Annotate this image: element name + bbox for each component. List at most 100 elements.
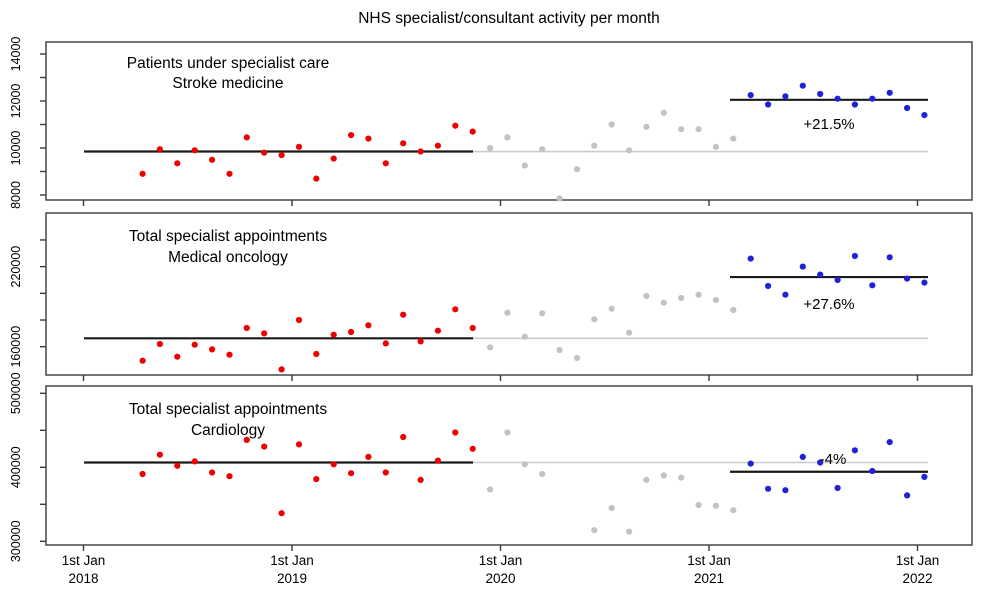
x-tick-label-line2: 2018	[68, 571, 98, 586]
data-point	[678, 126, 685, 133]
data-point	[799, 453, 806, 460]
x-tick-label-line2: 2021	[694, 571, 724, 586]
data-point	[626, 329, 633, 336]
data-point	[799, 82, 806, 89]
data-point	[643, 292, 650, 300]
data-point	[921, 112, 928, 119]
x-axis-labels: 1st Jan 2018 1st Jan 2019 1st Jan 2020 1st Jan…	[62, 553, 940, 586]
data-point	[591, 527, 598, 534]
data-point	[469, 128, 476, 135]
data-point	[452, 122, 459, 129]
series-post-covid-points	[747, 82, 928, 119]
data-point	[226, 473, 233, 480]
data-point	[469, 445, 476, 452]
data-point	[573, 354, 581, 362]
data-point	[643, 123, 650, 130]
series-pre-covid-points	[139, 122, 476, 182]
panel-cardiology: 300000 400000 500000 Total specialist appoi…	[9, 372, 973, 562]
series-covid-points	[487, 109, 737, 202]
panel-title-line1: Total specialist appointments	[129, 401, 327, 418]
data-point	[608, 305, 615, 312]
data-point	[295, 441, 303, 448]
data-point	[556, 195, 563, 202]
data-point	[469, 324, 476, 332]
y-tick-label: 8000	[9, 181, 23, 209]
data-point	[591, 316, 598, 323]
x-tick-label-line2: 2019	[277, 571, 307, 586]
data-point	[365, 453, 372, 460]
data-point	[747, 255, 754, 262]
y-tick-label: 400000	[9, 446, 23, 488]
data-point	[278, 152, 285, 159]
series-post-covid-points	[747, 439, 928, 499]
data-point	[156, 340, 163, 348]
data-point	[417, 476, 424, 483]
data-point	[712, 143, 720, 150]
data-point	[487, 144, 494, 152]
data-point	[434, 327, 441, 334]
data-point	[382, 469, 389, 476]
percent-change-label: +21.5%	[803, 116, 854, 133]
data-point	[365, 322, 372, 329]
data-point	[209, 346, 216, 353]
data-point	[191, 147, 198, 154]
data-point	[261, 149, 268, 156]
panel-title-line2: Medical oncology	[168, 249, 288, 266]
series-covid-points	[487, 429, 737, 535]
y-tick-label: 14000	[9, 37, 23, 72]
data-point	[156, 451, 163, 458]
series-pre-covid-points	[139, 429, 476, 517]
data-point	[504, 429, 511, 436]
data-point	[139, 170, 146, 177]
data-point	[921, 473, 928, 480]
data-point	[608, 121, 615, 128]
data-point	[139, 357, 146, 364]
data-point	[209, 156, 216, 163]
data-point	[382, 160, 389, 167]
data-point	[417, 148, 424, 155]
data-point	[191, 341, 198, 348]
x-axis-ticks	[82, 545, 919, 551]
data-point	[313, 476, 320, 483]
data-point	[886, 254, 893, 261]
data-point	[886, 89, 893, 96]
data-point	[799, 263, 806, 270]
data-point	[730, 306, 737, 314]
data-point	[782, 487, 789, 494]
data-point	[765, 101, 772, 108]
data-point	[591, 142, 598, 149]
panel-title-line2: Stroke medicine	[172, 75, 283, 92]
data-point	[660, 299, 667, 306]
percent-change-label: +27.6%	[803, 296, 854, 313]
data-point	[834, 484, 841, 492]
data-point	[539, 470, 546, 478]
data-point	[851, 447, 859, 454]
data-point	[904, 492, 911, 499]
x-axis-ticks	[82, 200, 919, 206]
y-axis: 8000 10000 12000 14000	[9, 37, 46, 209]
data-point	[330, 155, 337, 162]
x-tick-label-line1: 1st Jan	[479, 553, 523, 568]
data-point	[782, 291, 789, 298]
series-pre-covid-points	[139, 306, 476, 373]
data-point	[678, 474, 685, 481]
data-point	[834, 276, 841, 284]
data-point	[261, 330, 268, 337]
data-point	[660, 109, 667, 116]
y-tick-label: 300000	[9, 520, 23, 562]
data-point	[417, 338, 424, 345]
data-point	[400, 140, 407, 147]
data-point	[851, 252, 859, 260]
data-point	[295, 143, 303, 150]
data-point	[243, 134, 250, 141]
y-tick-label: 220000	[9, 246, 23, 288]
panel-frame	[45, 41, 973, 201]
panel-title-line1: Total specialist appointments	[129, 228, 327, 245]
data-point	[382, 340, 389, 347]
data-point	[695, 126, 702, 133]
data-point	[295, 316, 303, 324]
data-point	[348, 132, 355, 139]
data-point	[434, 142, 441, 149]
data-point	[191, 458, 198, 465]
data-point	[695, 291, 702, 298]
